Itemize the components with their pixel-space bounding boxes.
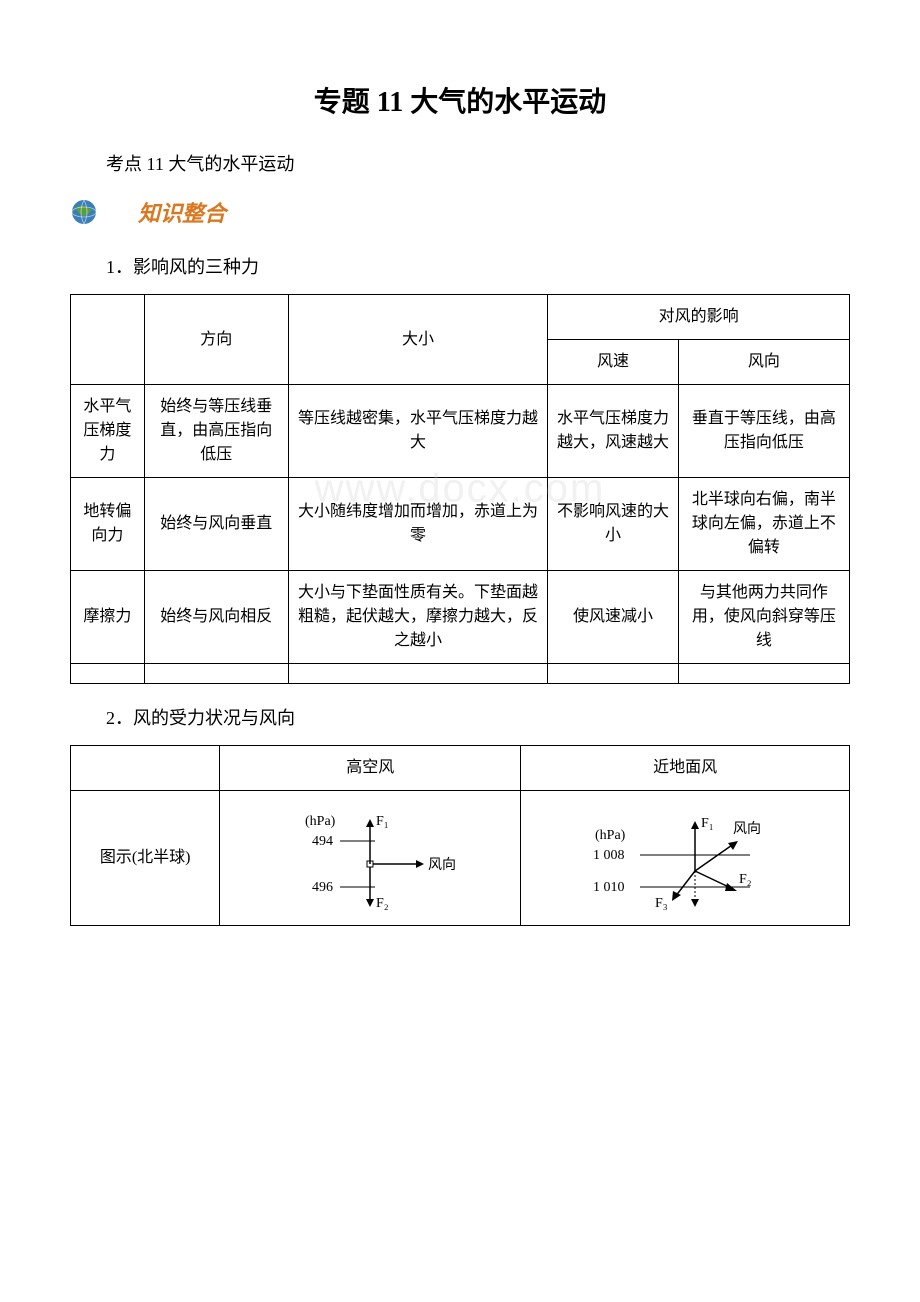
pressure-1010: 1 010 [593, 880, 625, 895]
diagram-highair: (hPa) 494 496 F₁ 风向 F₂ [220, 791, 521, 926]
row-diagram-label: 图示(北半球) [71, 791, 220, 926]
header-speed: 风速 [548, 340, 678, 385]
wind-table: 高空风 近地面风 图示(北半球) (hPa) 494 496 F₁ 风向 F₂ [70, 745, 850, 926]
pressure-1008: 1 008 [593, 848, 625, 863]
f3-label: F₃ [655, 896, 668, 911]
row2-magnitude: 大小随纬度增加而增加，赤道上为零 [288, 478, 547, 571]
row2-speed: 不影响风速的大小 [548, 478, 678, 571]
header-direction: 方向 [144, 295, 288, 385]
row1-winddir: 垂直于等压线，由高压指向低压 [678, 385, 849, 478]
row1-speed: 水平气压梯度力越大，风速越大 [548, 385, 678, 478]
row2-winddir: 北半球向右偏，南半球向左偏，赤道上不偏转 [678, 478, 849, 571]
pressure-494: 494 [312, 834, 333, 849]
table-row: 地转偏向力 始终与风向垂直 大小随纬度增加而增加，赤道上为零 不影响风速的大小 … [71, 478, 850, 571]
forces-table: 方向 大小 对风的影响 风速 风向 水平气压梯度力 始终与等压线垂直，由高压指向… [70, 294, 850, 684]
row3-direction: 始终与风向相反 [144, 571, 288, 664]
row2-name: 地转偏向力 [71, 478, 145, 571]
badge-text: 知识整合 [106, 196, 226, 228]
pressure-496: 496 [312, 880, 333, 895]
row1-name: 水平气压梯度力 [71, 385, 145, 478]
header2-highair: 高空风 [220, 746, 521, 791]
row2-direction: 始终与风向垂直 [144, 478, 288, 571]
table1-wrapper: 方向 大小 对风的影响 风速 风向 水平气压梯度力 始终与等压线垂直，由高压指向… [70, 294, 850, 684]
row1-direction: 始终与等压线垂直，由高压指向低压 [144, 385, 288, 478]
row3-speed: 使风速减小 [548, 571, 678, 664]
section1-heading: 1．影响风的三种力 [70, 253, 850, 279]
diagram-surface: (hPa) 1 008 1 010 F₁ 风向 F₂ F₃ [521, 791, 850, 926]
f2-label: F₂ [376, 896, 389, 911]
header-winddir: 风向 [678, 340, 849, 385]
exam-point-subtitle: 考点 11 大气的水平运动 [70, 150, 850, 176]
table-row: 摩擦力 始终与风向相反 大小与下垫面性质有关。下垫面越粗糙，起伏越大，摩擦力越大… [71, 571, 850, 664]
row3-name: 摩擦力 [71, 571, 145, 664]
f1-label: F₁ [701, 816, 714, 831]
section2-heading: 2．风的受力状况与风向 [70, 704, 850, 730]
row3-magnitude: 大小与下垫面性质有关。下垫面越粗糙，起伏越大，摩擦力越大，反之越小 [288, 571, 547, 664]
header2-surface: 近地面风 [521, 746, 850, 791]
table-row: 图示(北半球) (hPa) 494 496 F₁ 风向 F₂ [71, 791, 850, 926]
unit-label: (hPa) [305, 814, 336, 829]
header2-blank [71, 746, 220, 791]
f2-label: F₂ [739, 872, 752, 887]
table-row: 水平气压梯度力 始终与等压线垂直，由高压指向低压 等压线越密集，水平气压梯度力越… [71, 385, 850, 478]
knowledge-badge: 知识整合 [70, 196, 850, 228]
row1-magnitude: 等压线越密集，水平气压梯度力越大 [288, 385, 547, 478]
table-row-empty [71, 664, 850, 684]
page-title: 专题 11 大气的水平运动 [70, 80, 850, 120]
row3-winddir: 与其他两力共同作用，使风向斜穿等压线 [678, 571, 849, 664]
unit-label: (hPa) [595, 828, 626, 843]
wind-label: 风向 [428, 857, 456, 873]
globe-icon [70, 198, 98, 226]
wind-label: 风向 [733, 821, 761, 837]
f1-label: F₁ [376, 814, 389, 829]
header-effect: 对风的影响 [548, 295, 850, 340]
header-magnitude: 大小 [288, 295, 547, 385]
header-blank [71, 295, 145, 385]
